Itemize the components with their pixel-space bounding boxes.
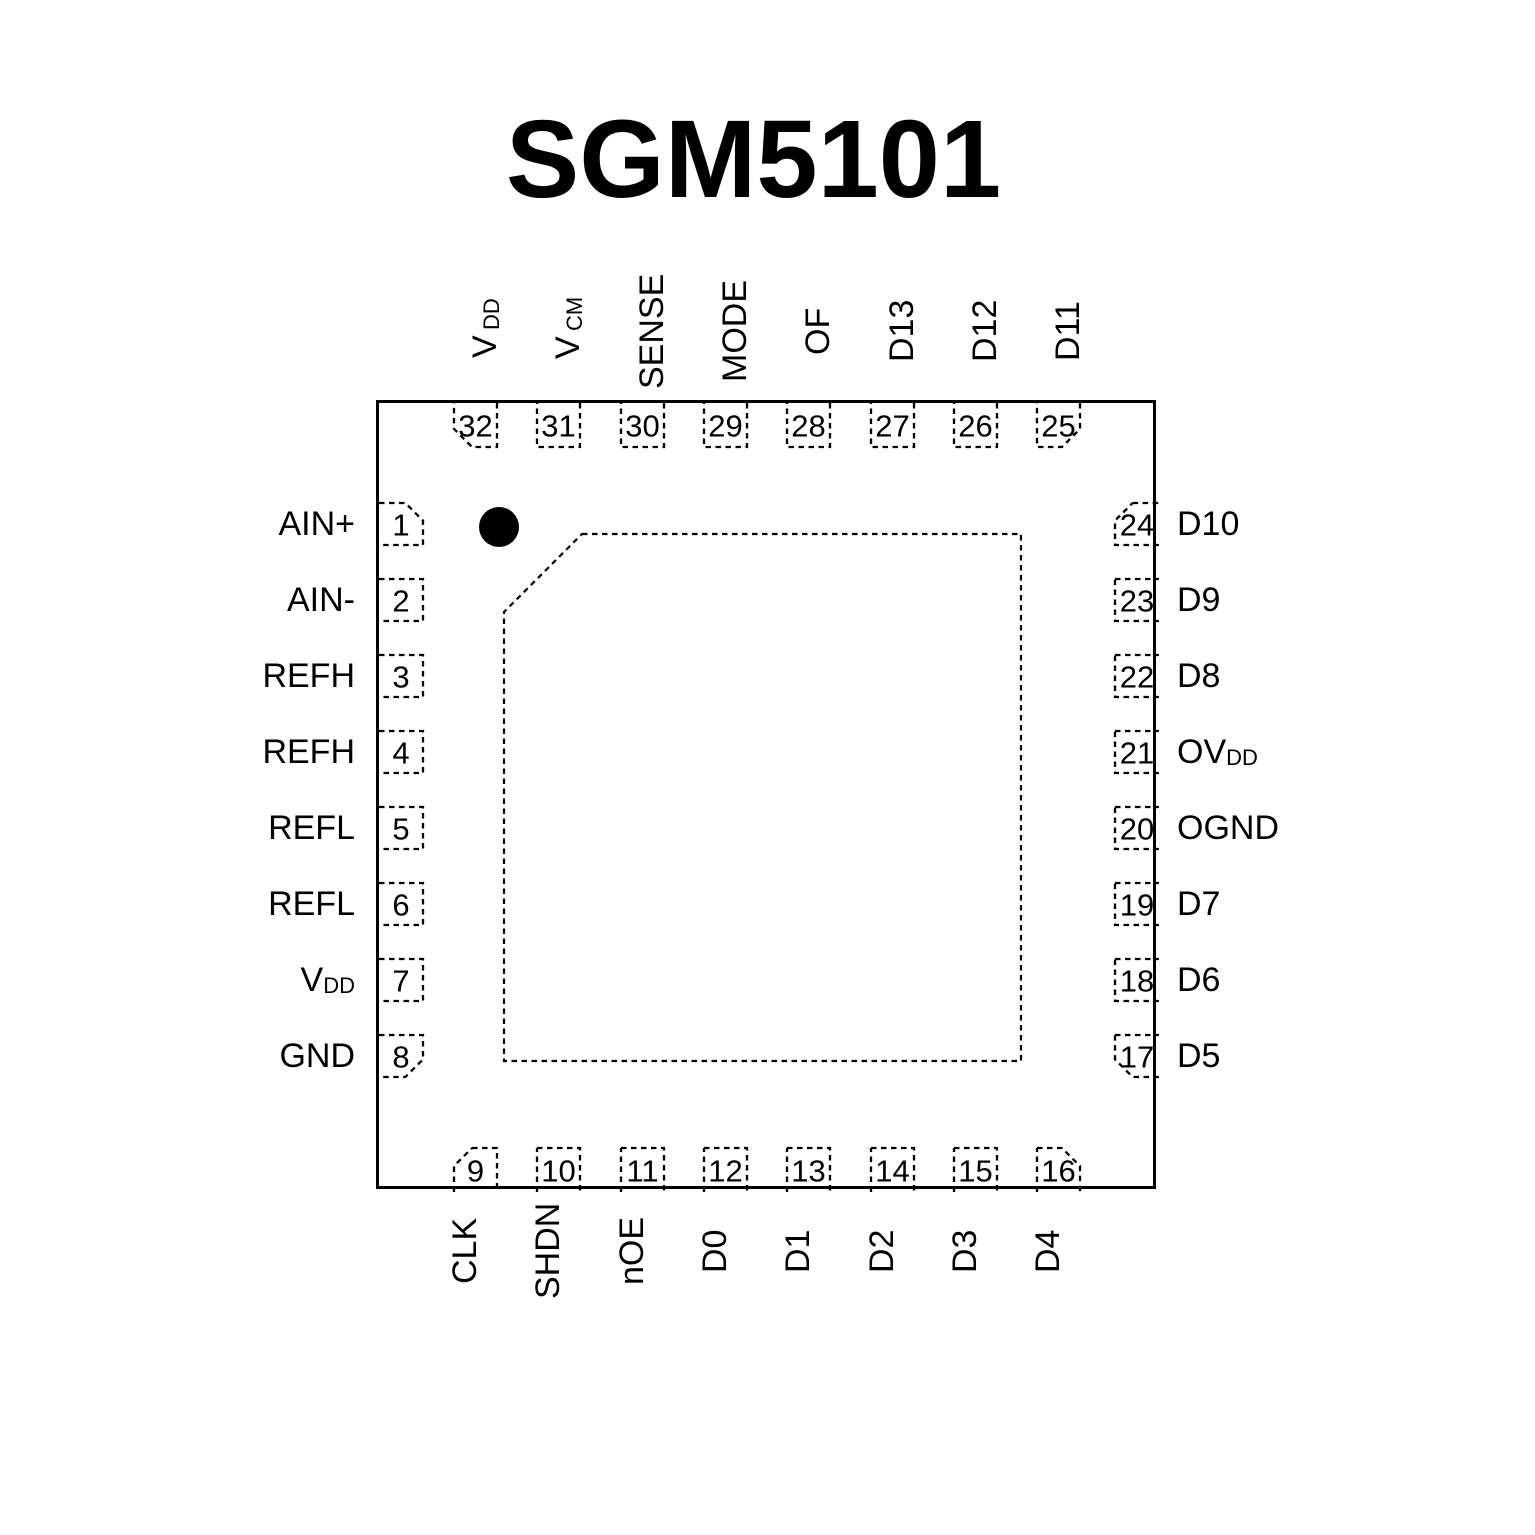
svg-text:24: 24 bbox=[1120, 508, 1154, 543]
svg-text:1: 1 bbox=[392, 508, 409, 543]
svg-text:4: 4 bbox=[392, 736, 409, 771]
svg-text:3: 3 bbox=[392, 660, 409, 695]
svg-text:18: 18 bbox=[1120, 964, 1154, 999]
svg-text:20: 20 bbox=[1120, 812, 1154, 847]
svg-text:8: 8 bbox=[392, 1040, 409, 1075]
svg-text:6: 6 bbox=[392, 888, 409, 923]
svg-text:17: 17 bbox=[1120, 1040, 1154, 1075]
svg-text:19: 19 bbox=[1120, 888, 1154, 923]
svg-text:5: 5 bbox=[392, 812, 409, 847]
svg-text:22: 22 bbox=[1120, 660, 1154, 695]
svg-text:7: 7 bbox=[392, 964, 409, 999]
svg-text:23: 23 bbox=[1120, 584, 1154, 619]
svg-text:21: 21 bbox=[1120, 736, 1154, 771]
svg-text:2: 2 bbox=[392, 584, 409, 619]
